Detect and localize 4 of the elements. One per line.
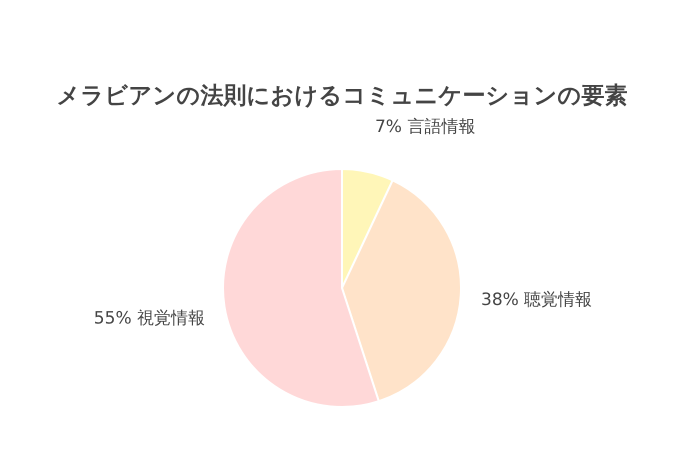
- chart-title: メラビアンの法則におけるコミュニケーションの要素: [56, 83, 628, 109]
- slice-label: 38% 聴覚情報: [481, 290, 592, 310]
- slice-label: 55% 視覚情報: [94, 308, 205, 329]
- slice-label: 7% 言語情報: [374, 117, 476, 138]
